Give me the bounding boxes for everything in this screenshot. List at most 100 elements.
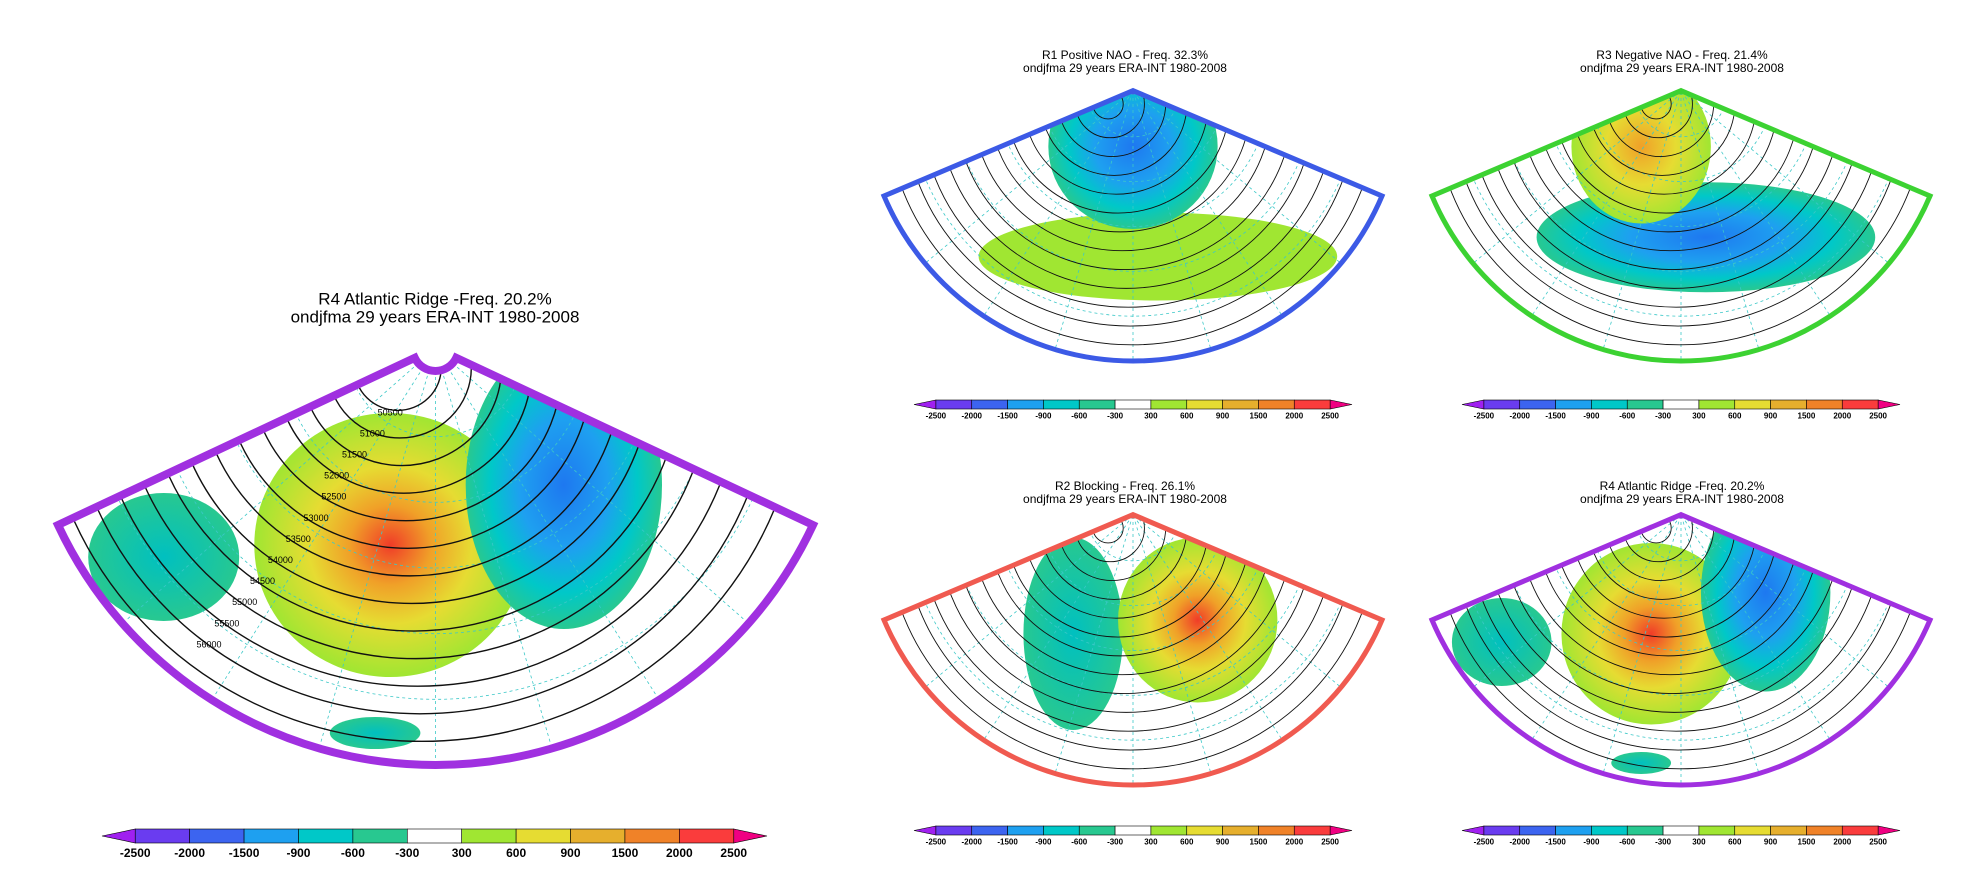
- colorbar-label: 600: [1180, 411, 1194, 420]
- anomaly: [1118, 537, 1278, 703]
- meridian: [1133, 515, 1342, 688]
- panel-subtitle: ondjfma 29 years ERA-INT 1980-2008: [1580, 61, 1784, 75]
- contour-label: 54500: [250, 576, 275, 586]
- colorbar-label: 900: [1216, 411, 1230, 420]
- panel-title: R4 Atlantic Ridge -Freq. 20.2%: [318, 289, 551, 308]
- contour-label: 53000: [304, 513, 329, 523]
- colorbar-label: -900: [1035, 411, 1052, 420]
- panel-subtitle: ondjfma 29 years ERA-INT 1980-2008: [1023, 61, 1227, 75]
- colorbar-label: -900: [1583, 837, 1600, 846]
- colorbar-cell: [1519, 399, 1556, 410]
- colorbar-cell: [1591, 825, 1628, 836]
- map-border: [1428, 511, 1934, 788]
- colorbar-cell: [243, 828, 299, 844]
- colorbar-label: -2500: [120, 846, 151, 860]
- map-panel: R2 Blocking - Freq. 26.1%ondjfma 29 year…: [880, 479, 1386, 846]
- map-content: [58, 357, 813, 765]
- colorbar-label: -600: [1619, 837, 1636, 846]
- colorbar-cell: [1698, 399, 1736, 410]
- colorbar-label: 2000: [1285, 837, 1303, 846]
- contour-label: 56000: [196, 639, 221, 649]
- colorbar-label: 2500: [1869, 411, 1887, 420]
- colorbar-cell: [1007, 399, 1044, 410]
- contour-label: 55000: [232, 597, 257, 607]
- meridian: [1602, 515, 1681, 774]
- colorbar-cell: [1043, 825, 1080, 836]
- meridian: [1472, 515, 1681, 688]
- colorbar-label: -1500: [229, 846, 260, 860]
- colorbar-cell: [1734, 825, 1771, 836]
- latitude-line: [1499, 515, 1863, 696]
- colorbar-label: 900: [1216, 837, 1230, 846]
- colorbar-cell: [1877, 399, 1901, 410]
- colorbar-label: -1500: [997, 411, 1018, 420]
- colorbar-cell: [189, 828, 245, 844]
- colorbar-cell: [1114, 399, 1152, 410]
- colorbar-label: -2500: [926, 837, 947, 846]
- latitude-line: [1499, 91, 1863, 272]
- contour-label: 54000: [268, 555, 293, 565]
- map-border: [880, 87, 1386, 364]
- colorbar-label: -600: [1071, 837, 1088, 846]
- latitude-line: [951, 91, 1315, 272]
- colorbar-cell: [1078, 825, 1116, 836]
- colorbar-cell: [1078, 399, 1116, 410]
- meridian: [1133, 91, 1283, 317]
- contour-label: 51500: [342, 450, 367, 460]
- meridian: [1681, 515, 1760, 774]
- colorbar-label: 1500: [1798, 837, 1816, 846]
- colorbar-cell: [1591, 399, 1628, 410]
- colorbar-label: -600: [1071, 411, 1088, 420]
- panel-title: R1 Positive NAO - Freq. 32.3%: [1042, 48, 1208, 62]
- colorbar-label: -1500: [1545, 411, 1566, 420]
- meridian: [924, 515, 1133, 688]
- panel-title: R3 Negative NAO - Freq. 21.4%: [1596, 48, 1768, 62]
- meridian: [983, 515, 1133, 741]
- colorbar-cell: [461, 828, 517, 844]
- meridian: [1681, 91, 1760, 350]
- colorbar-label: -600: [341, 846, 365, 860]
- colorbar-cell: [515, 828, 571, 844]
- colorbar-cell: [1186, 399, 1223, 410]
- colorbar-cell: [1770, 399, 1807, 410]
- meridian: [1681, 91, 1890, 264]
- contour-label: 51000: [360, 428, 385, 438]
- colorbar-cell: [1626, 399, 1664, 410]
- colorbar-label: 900: [1764, 411, 1778, 420]
- colorbar-cell: [913, 399, 937, 410]
- map-border: [880, 511, 1386, 788]
- colorbar-label: 300: [1144, 411, 1158, 420]
- colorbar-label: 2500: [720, 846, 747, 860]
- colorbar-label: 2500: [1321, 837, 1339, 846]
- colorbar-label: 600: [1728, 837, 1742, 846]
- colorbar-cell: [1483, 399, 1521, 410]
- colorbar-cell: [1841, 825, 1879, 836]
- colorbar-label: 600: [1728, 411, 1742, 420]
- colorbar-cell: [1555, 825, 1592, 836]
- colorbar-label: -2500: [1474, 411, 1495, 420]
- panel-subtitle: ondjfma 29 years ERA-INT 1980-2008: [291, 307, 580, 326]
- anomaly: [1536, 182, 1876, 293]
- colorbar-label: 1500: [1798, 411, 1816, 420]
- map-panel: R1 Positive NAO - Freq. 32.3%ondjfma 29 …: [880, 48, 1386, 420]
- colorbar-cell: [971, 399, 1008, 410]
- colorbar: -2500 -2000 -1500 -900 -600 -300 300 600 900 1500…: [1461, 825, 1901, 846]
- colorbar-label: 600: [506, 846, 526, 860]
- latitude-line: [280, 357, 591, 503]
- colorbar-cell: [570, 828, 626, 844]
- meridian: [1054, 515, 1133, 774]
- colorbar-cell: [1770, 825, 1807, 836]
- contour-label: 50500: [378, 407, 403, 417]
- colorbar-cell: [913, 825, 937, 836]
- colorbar-label: -2000: [962, 837, 983, 846]
- colorbar-label: -300: [1655, 837, 1672, 846]
- meridian: [1681, 515, 1890, 688]
- map-panel: R4 Atlantic Ridge -Freq. 20.2%ondjfma 29…: [1428, 479, 1934, 846]
- map-panel: R4 Atlantic Ridge -Freq. 20.2%ondjfma 29…: [52, 289, 819, 860]
- anomaly: [88, 493, 240, 621]
- colorbar-cell: [406, 828, 463, 844]
- meridian: [1133, 91, 1342, 264]
- colorbar: -2500 -2000 -1500 -900 -600 -300 300 600 900 1500…: [101, 828, 768, 860]
